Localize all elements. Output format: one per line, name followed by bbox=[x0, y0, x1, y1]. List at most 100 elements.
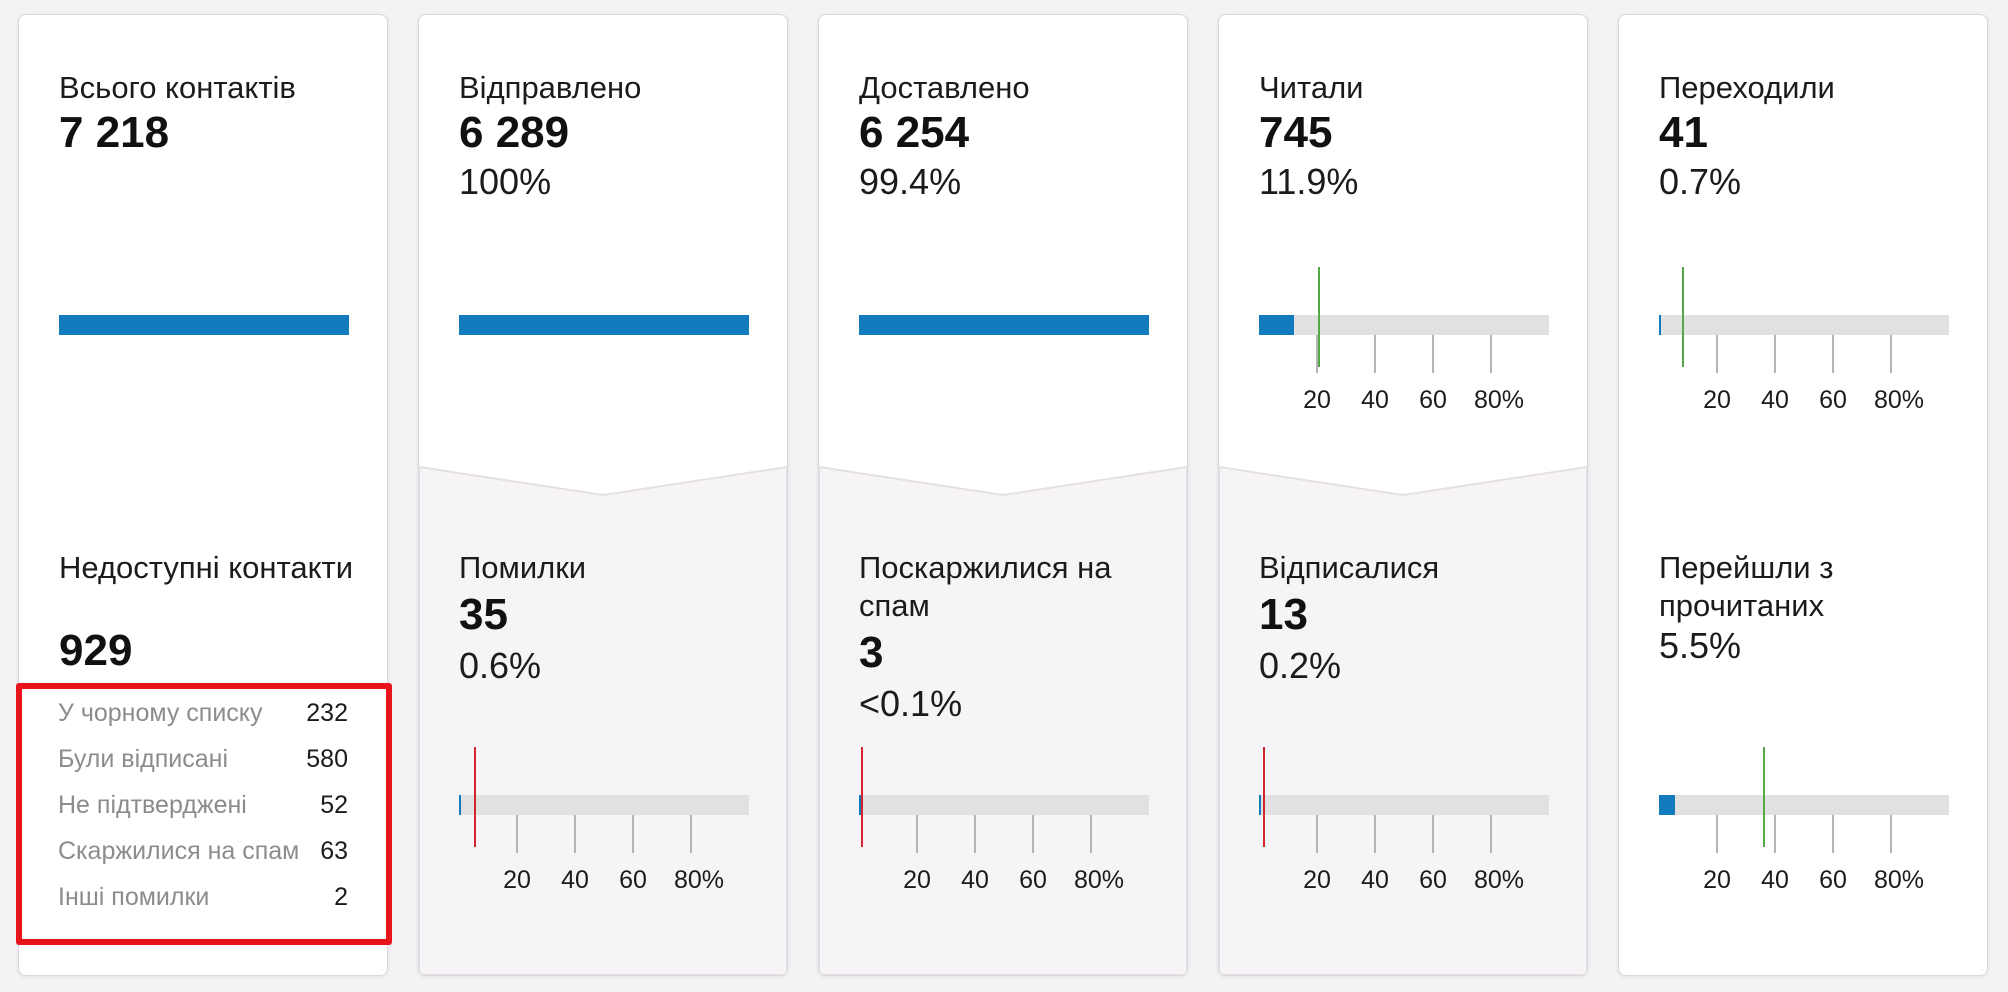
gauge-tick bbox=[1890, 815, 1892, 853]
gauge-track bbox=[1659, 315, 1949, 335]
gauge-tick-label: 60 bbox=[1819, 866, 1847, 894]
unsubscribed-label: Відписалися bbox=[1259, 550, 1440, 585]
clicked-gauge: 20 40 60 80% bbox=[1659, 267, 1949, 435]
list-item: Не підтверджені 52 bbox=[58, 787, 348, 833]
gauge-tick bbox=[516, 815, 518, 853]
gauge-tick-label: 20 bbox=[503, 866, 531, 894]
list-item-name: У чорному списку bbox=[58, 699, 263, 727]
spam-complaints-gauge: 20 40 60 80% bbox=[859, 747, 1149, 915]
gauge-tick-label: 40 bbox=[1761, 866, 1789, 894]
gauge-tick bbox=[1316, 815, 1318, 853]
gauge-tick-label: 40 bbox=[961, 866, 989, 894]
gauge-tick bbox=[916, 815, 918, 853]
list-item-name: Не підтверджені bbox=[58, 791, 247, 819]
gauge-track bbox=[859, 795, 1149, 815]
list-item: Скаржилися на спам 63 bbox=[58, 833, 348, 879]
opened-percent: 11.9% bbox=[1259, 161, 1359, 202]
gauge-fill bbox=[859, 795, 861, 815]
gauge-tick bbox=[1890, 335, 1892, 373]
card-bottom-panel bbox=[1219, 465, 1587, 975]
gauge-benchmark-line bbox=[473, 747, 476, 847]
delivered-percent: 99.4% bbox=[859, 161, 962, 202]
gauge-track bbox=[1659, 795, 1949, 815]
gauge-benchmark-line bbox=[1682, 267, 1685, 367]
gauge-tick-label: 40 bbox=[1361, 866, 1389, 894]
click-to-open-label: Перейшли з прочитаних bbox=[1659, 550, 1834, 623]
list-item: Інші помилки 2 bbox=[58, 879, 348, 925]
card-bottom-panel bbox=[819, 465, 1187, 975]
gauge-tick-label: 20 bbox=[1703, 866, 1731, 894]
gauge-tick bbox=[632, 815, 634, 853]
sent-bar bbox=[459, 315, 749, 335]
gauge-tick bbox=[1374, 335, 1376, 373]
unsubscribed-value: 13 bbox=[1259, 590, 1308, 639]
gauge-tick bbox=[1774, 815, 1776, 853]
gauge-tick bbox=[1490, 335, 1492, 373]
gauge-tick bbox=[1716, 335, 1718, 373]
gauge-tick bbox=[1316, 335, 1318, 373]
list-item-name: Скаржилися на спам bbox=[58, 837, 300, 865]
gauge-fill bbox=[1259, 315, 1294, 335]
gauge-fill bbox=[1659, 795, 1675, 815]
click-to-open-percent: 5.5% bbox=[1659, 625, 1742, 666]
list-item-count: 232 bbox=[306, 699, 348, 727]
gauge-benchmark-line bbox=[1318, 267, 1321, 367]
errors-label: Помилки bbox=[459, 550, 587, 585]
gauge-tick-label: 60 bbox=[1019, 866, 1047, 894]
card-delivered: Доставлено 6 254 99.4% Поскаржилися на с… bbox=[818, 14, 1188, 976]
gauge-fill bbox=[1259, 795, 1261, 815]
errors-percent: 0.6% bbox=[459, 645, 542, 686]
gauge-tick-label: 60 bbox=[619, 866, 647, 894]
click-to-open-gauge: 20 40 60 80% bbox=[1659, 747, 1949, 915]
clicked-percent: 0.7% bbox=[1659, 161, 1742, 202]
gauge-tick bbox=[1774, 335, 1776, 373]
gauge-tick-label: 80% bbox=[1873, 866, 1925, 894]
gauge-tick bbox=[690, 815, 692, 853]
gauge-tick-label: 20 bbox=[903, 866, 931, 894]
gauge-fill bbox=[459, 795, 461, 815]
list-item-name: Інші помилки bbox=[58, 883, 210, 911]
gauge-track bbox=[1259, 315, 1549, 335]
unsubscribed-percent: 0.2% bbox=[1259, 645, 1342, 686]
gauge-tick bbox=[974, 815, 976, 853]
sent-value: 6 289 bbox=[459, 108, 570, 157]
spam-complaints-value: 3 bbox=[859, 628, 884, 677]
list-item: У чорному списку 232 bbox=[58, 695, 348, 741]
gauge-benchmark-line bbox=[861, 747, 864, 847]
list-item-count: 580 bbox=[306, 745, 348, 773]
total-contacts-value: 7 218 bbox=[59, 108, 170, 157]
sent-label: Відправлено bbox=[459, 70, 642, 105]
gauge-tick-label: 80% bbox=[1873, 386, 1925, 414]
gauge-tick bbox=[1032, 815, 1034, 853]
opened-gauge: 20 40 60 80% bbox=[1259, 267, 1549, 435]
card-opened: Читали 745 11.9% 20 40 60 80% Відписалися 1… bbox=[1218, 14, 1588, 976]
unavailable-breakdown-list: У чорному списку 232 Були відписані 580 … bbox=[58, 695, 348, 925]
unsubscribed-gauge: 20 40 60 80% bbox=[1259, 747, 1549, 915]
gauge-tick bbox=[1432, 335, 1434, 373]
gauge-benchmark-line bbox=[1263, 747, 1266, 847]
errors-gauge: 20 40 60 80% bbox=[459, 747, 749, 915]
errors-value: 35 bbox=[459, 590, 508, 639]
gauge-tick-label: 80% bbox=[1073, 866, 1125, 894]
gauge-fill bbox=[1659, 315, 1662, 335]
sent-percent: 100% bbox=[459, 161, 552, 202]
unavailable-contacts-label: Недоступні контакти bbox=[59, 550, 354, 585]
gauge-tick-label: 40 bbox=[1761, 386, 1789, 414]
card-sent: Відправлено 6 289 100% Помилки 35 0.6% 2… bbox=[418, 14, 788, 976]
gauge-tick bbox=[1832, 335, 1834, 373]
gauge-tick-label: 60 bbox=[1419, 386, 1447, 414]
gauge-tick bbox=[574, 815, 576, 853]
unavailable-contacts-value: 929 bbox=[59, 626, 133, 675]
gauge-tick bbox=[1090, 815, 1092, 853]
list-item-count: 63 bbox=[320, 837, 348, 865]
gauge-tick-label: 20 bbox=[1303, 386, 1331, 414]
card-clicked: Переходили 41 0.7% 20 40 60 80% Перейшли з … bbox=[1618, 14, 1988, 976]
gauge-tick bbox=[1490, 815, 1492, 853]
total-contacts-label: Всього контактів bbox=[59, 70, 296, 105]
gauge-tick-label: 80% bbox=[1473, 866, 1525, 894]
opened-label: Читали bbox=[1259, 70, 1364, 105]
gauge-tick-label: 40 bbox=[561, 866, 589, 894]
delivered-bar bbox=[859, 315, 1149, 335]
spam-complaints-percent: <0.1% bbox=[859, 683, 963, 724]
gauge-tick-label: 60 bbox=[1819, 386, 1847, 414]
